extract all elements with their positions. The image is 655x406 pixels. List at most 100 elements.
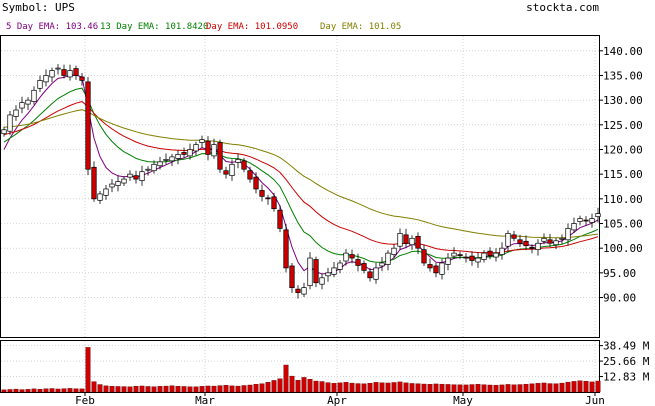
volume-bar [223, 385, 229, 393]
candle-up [43, 75, 49, 83]
volume-bar [241, 385, 247, 393]
candle-up [439, 262, 445, 275]
volume-bar [535, 383, 541, 393]
candle-up [331, 267, 337, 275]
volume-bar [427, 384, 433, 393]
volume-bar [205, 385, 211, 393]
candle-up [199, 139, 205, 143]
candle-up [169, 156, 175, 162]
volume-bar [109, 386, 115, 393]
volume-bar [133, 386, 139, 393]
candle-up [505, 233, 511, 247]
time-axis: FebMarAprMayJunJul [75, 392, 605, 406]
volume-bar [151, 386, 157, 393]
candle-down [367, 271, 373, 279]
candle-up [193, 144, 199, 152]
volume-tick-label: 38.49 M [603, 340, 650, 353]
candle-down [349, 254, 355, 259]
candle-up [55, 67, 61, 70]
candle-up [319, 277, 325, 285]
volume-bar [583, 381, 589, 393]
volume-bar [229, 385, 235, 393]
candle-up [31, 89, 37, 102]
volume-bar [1, 389, 7, 393]
candle-up [343, 252, 349, 262]
volume-bar [463, 384, 469, 393]
volume-bar [115, 386, 121, 393]
candle-down [403, 234, 409, 244]
candle-up [307, 257, 313, 287]
candle-up [577, 218, 583, 222]
candles [1, 64, 601, 299]
candle-up [373, 267, 379, 280]
ema-olive-line [3, 109, 599, 239]
price-tick-label: 125.00 [603, 119, 643, 132]
candle-up [211, 144, 217, 157]
candle-up [409, 237, 415, 246]
volume-bar [379, 382, 385, 393]
volume-bar [145, 386, 151, 393]
candle-up [445, 257, 451, 265]
volume-bar [409, 383, 415, 393]
candle-down [259, 190, 265, 197]
candle-up [379, 262, 385, 267]
volume-bar [43, 388, 49, 393]
candle-down [181, 152, 187, 155]
volume-bar [103, 385, 109, 393]
price-tick-label: 140.00 [603, 45, 643, 58]
price-tick-label: 105.00 [603, 218, 643, 231]
volume-bar [517, 384, 523, 393]
volume-bar [289, 375, 295, 393]
candle-down [79, 76, 85, 81]
candle-up [595, 213, 601, 217]
volume-bar [403, 382, 409, 393]
candle-up [391, 247, 397, 255]
candle-up [187, 149, 193, 157]
volume-bar [397, 381, 403, 393]
legend: 5 Day EMA: 103.46 13 Day EMA: 101.8420 D… [6, 22, 401, 32]
candle-down [217, 142, 223, 170]
candle-up [541, 237, 547, 242]
volume-axis: 38.49 M 25.66 M 12.83 M [599, 340, 650, 384]
candle-up [451, 252, 457, 257]
candle-down [277, 209, 283, 229]
month-label: Apr [327, 394, 347, 406]
volume-bar [367, 383, 373, 393]
price-tick-label: 110.00 [603, 193, 643, 206]
candle-down [205, 140, 211, 155]
candle-up [571, 223, 577, 231]
candle-up [397, 233, 403, 247]
volume-bar [361, 383, 367, 393]
candle-up [19, 102, 25, 109]
volume-bar [547, 383, 553, 393]
volume-bar [235, 385, 241, 393]
volume-bar [475, 384, 481, 393]
candle-down [133, 175, 139, 180]
volume-bar [571, 381, 577, 393]
volume-bar [595, 380, 601, 393]
price-tick-label: 120.00 [603, 143, 643, 156]
volume-bar [283, 364, 289, 393]
volume-bar [73, 388, 79, 393]
volume-bar [277, 378, 283, 393]
candle-down [517, 239, 523, 244]
volume-bar [529, 383, 535, 393]
volume-bar [157, 386, 163, 393]
month-label: Mar [195, 394, 215, 406]
volume-bar [19, 389, 25, 393]
volume-bar [553, 383, 559, 393]
candle-up [565, 228, 571, 241]
candle-down [91, 166, 97, 200]
volume-bar [559, 382, 565, 393]
volume-bar [169, 385, 175, 393]
legend-ema-olive: Day EMA: 101.05 [320, 22, 401, 32]
volume-bar [127, 386, 133, 393]
candle-down [487, 250, 493, 256]
candle-up [7, 114, 13, 132]
volume-bar [61, 388, 67, 393]
volume-bar [91, 381, 97, 393]
candle-down [271, 196, 277, 210]
volume-bar [349, 382, 355, 393]
volume-bar [577, 380, 583, 393]
volume-bar [37, 389, 43, 393]
